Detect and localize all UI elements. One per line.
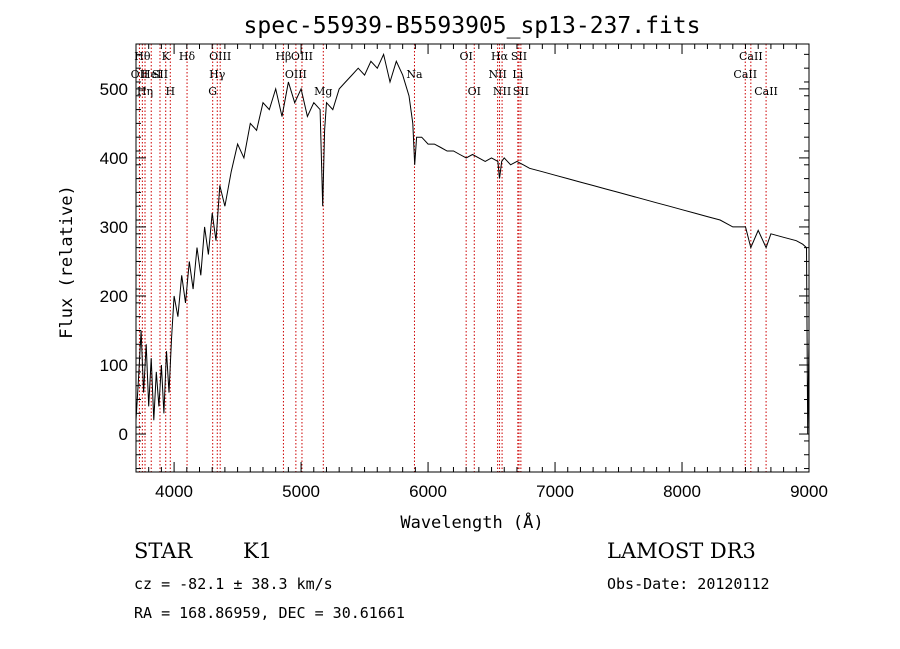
y-tick-label-3: 300	[100, 218, 128, 237]
x-tick-label-3: 7000	[536, 482, 574, 501]
line-label-25: CaII	[739, 50, 763, 63]
observation-date: Obs-Date: 20120112	[607, 575, 770, 593]
x-tick-label-0: 4000	[155, 482, 193, 501]
line-label-17: OI	[468, 85, 481, 98]
object-class: STAR	[134, 539, 193, 563]
line-label-21: Li	[512, 68, 523, 81]
x-axis-label: Wavelength (Å)	[400, 511, 543, 533]
y-tick-label-4: 400	[100, 149, 128, 168]
line-label-9: Hγ	[209, 68, 226, 81]
line-label-5: K	[162, 50, 171, 63]
line-label-1: OII	[131, 68, 149, 81]
y-axis-label: Flux (relative)	[57, 185, 77, 339]
line-label-22: SII	[511, 50, 527, 63]
y-tick-label-0: 0	[119, 425, 128, 444]
line-label-19: Hα	[491, 50, 509, 63]
line-label-10: OIII	[209, 50, 231, 63]
coordinates-readout: RA = 168.86959, DEC = 30.61661	[134, 604, 405, 622]
line-label-16: OI	[459, 50, 472, 63]
line-label-0: Hθ	[134, 50, 151, 63]
line-label-26: CaII	[754, 85, 778, 98]
x-tick-label-2: 6000	[409, 482, 447, 501]
survey-name: LAMOST DR3	[607, 539, 756, 563]
line-label-13: OIII	[291, 50, 313, 63]
line-label-18: NII	[488, 68, 506, 81]
object-subclass: K1	[243, 539, 273, 563]
line-label-6: H	[165, 85, 175, 98]
x-tick-label-1: 5000	[282, 482, 320, 501]
y-axis: 0 100 200 300 400 500	[100, 53, 809, 470]
spectrum-line	[135, 52, 810, 435]
line-label-2: Hη	[137, 85, 153, 98]
y-tick-label-1: 100	[100, 356, 128, 375]
line-label-23: SII	[513, 85, 529, 98]
line-label-8: G	[208, 85, 217, 98]
line-label-15: Na	[406, 68, 423, 81]
x-tick-label-4: 8000	[663, 482, 701, 501]
line-label-20: NII	[493, 85, 511, 98]
spectrum-chart: spec-55939-B5593905_sp13-237.fits HθOIIH…	[57, 13, 828, 533]
y-tick-label-5: 500	[100, 80, 128, 99]
line-label-7: Hδ	[179, 50, 196, 63]
line-label-3: HeI	[141, 68, 161, 81]
emission-line-markers	[138, 44, 767, 472]
line-label-11: Hβ	[275, 50, 291, 63]
x-tick-label-5: 9000	[790, 482, 828, 501]
line-label-14: Mg	[314, 85, 332, 98]
y-tick-label-2: 200	[100, 287, 128, 306]
plot-frame	[135, 43, 810, 473]
chart-title: spec-55939-B5593905_sp13-237.fits	[244, 13, 701, 39]
line-label-12: OIII	[285, 68, 307, 81]
line-label-24: CaII	[733, 68, 757, 81]
redshift-readout: cz = -82.1 ± 38.3 km/s	[134, 575, 333, 593]
line-label-4: SII	[152, 68, 168, 81]
x-axis: 4000 5000 6000 7000 8000 9000	[135, 44, 828, 501]
